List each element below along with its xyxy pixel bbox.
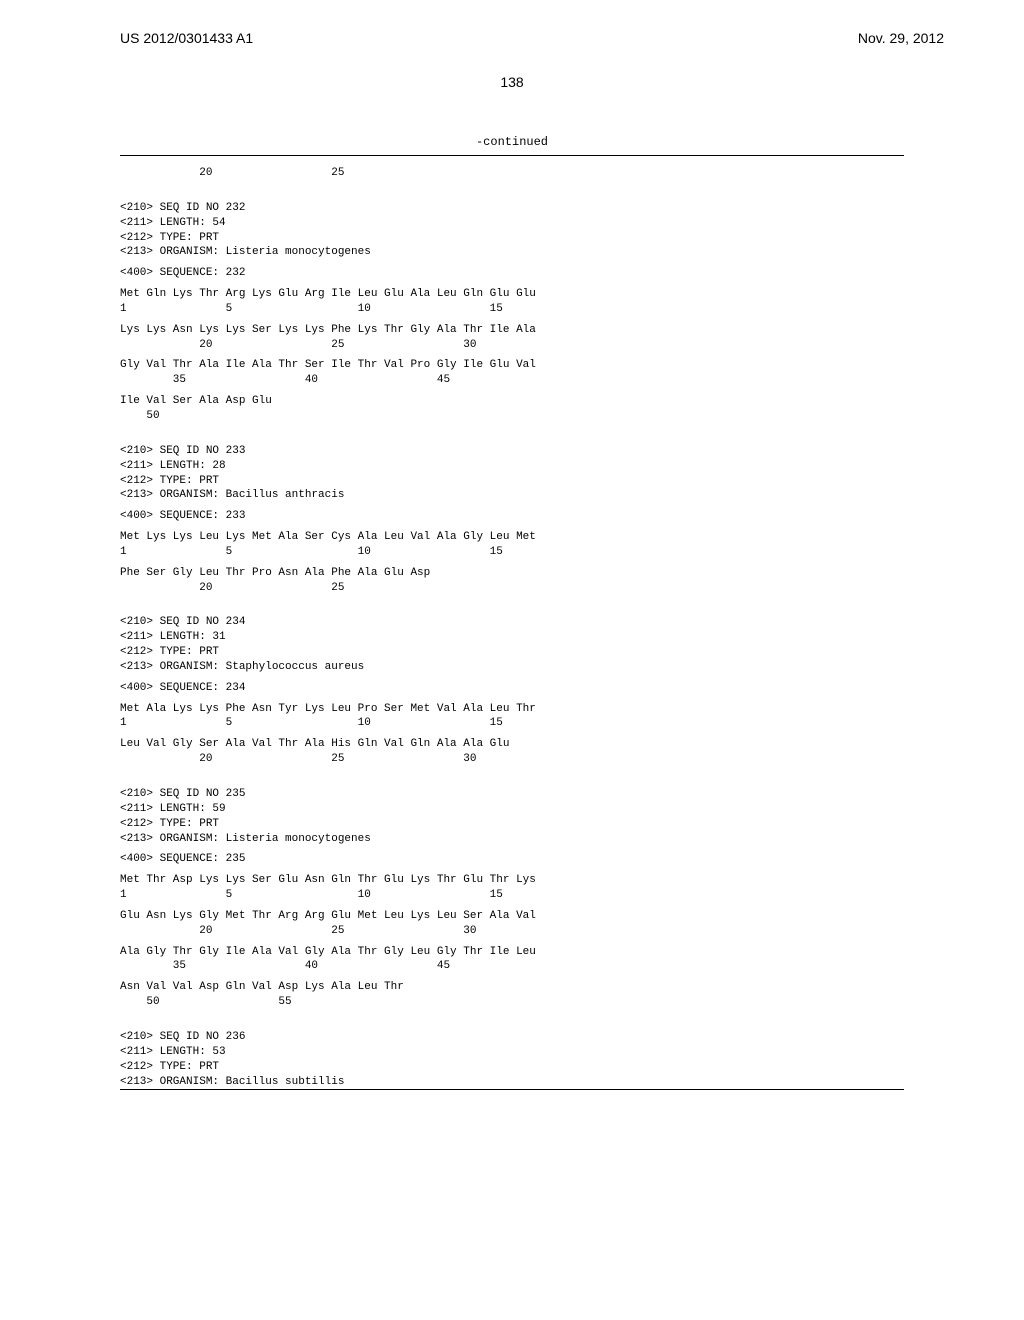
seq-line: 50 55 [120, 995, 904, 1010]
seq-line: <212> TYPE: PRT [120, 474, 904, 489]
seq-line: 20 25 30 [120, 924, 904, 939]
seq-block: Met Lys Lys Leu Lys Met Ala Ser Cys Ala … [120, 530, 904, 560]
seq-line: Asn Val Val Asp Gln Val Asp Lys Ala Leu … [120, 980, 904, 995]
divider-bottom [120, 1089, 904, 1090]
seq-line: <213> ORGANISM: Bacillus subtillis [120, 1075, 904, 1090]
page-header: US 2012/0301433 A1 Nov. 29, 2012 [0, 0, 1024, 56]
seq-line: <212> TYPE: PRT [120, 1060, 904, 1075]
seq-line: 50 [120, 409, 904, 424]
patent-number: US 2012/0301433 A1 [120, 30, 253, 46]
seq-block: Ala Gly Thr Gly Ile Ala Val Gly Ala Thr … [120, 945, 904, 975]
continued-label: -continued [0, 135, 1024, 149]
seq-block: <210> SEQ ID NO 236<211> LENGTH: 53<212>… [120, 1030, 904, 1089]
seq-line: Gly Val Thr Ala Ile Ala Thr Ser Ile Thr … [120, 358, 904, 373]
seq-line: 20 25 30 [120, 338, 904, 353]
seq-line: <211> LENGTH: 28 [120, 459, 904, 474]
seq-block: <210> SEQ ID NO 234<211> LENGTH: 31<212>… [120, 615, 904, 674]
seq-line: 35 40 45 [120, 373, 904, 388]
seq-block: Met Ala Lys Lys Phe Asn Tyr Lys Leu Pro … [120, 702, 904, 732]
seq-line: Ile Val Ser Ala Asp Glu [120, 394, 904, 409]
seq-line: <213> ORGANISM: Staphylococcus aureus [120, 660, 904, 675]
seq-line: Leu Val Gly Ser Ala Val Thr Ala His Gln … [120, 737, 904, 752]
seq-block: Phe Ser Gly Leu Thr Pro Asn Ala Phe Ala … [120, 566, 904, 596]
seq-line: Met Lys Lys Leu Lys Met Ala Ser Cys Ala … [120, 530, 904, 545]
seq-line: Met Gln Lys Thr Arg Lys Glu Arg Ile Leu … [120, 287, 904, 302]
seq-line: <210> SEQ ID NO 236 [120, 1030, 904, 1045]
seq-line: <213> ORGANISM: Bacillus anthracis [120, 488, 904, 503]
seq-block: <210> SEQ ID NO 233<211> LENGTH: 28<212>… [120, 444, 904, 503]
seq-line: <400> SEQUENCE: 235 [120, 852, 904, 867]
seq-block: <210> SEQ ID NO 232<211> LENGTH: 54<212>… [120, 201, 904, 260]
seq-block: 20 25 [120, 166, 904, 181]
seq-line: <212> TYPE: PRT [120, 231, 904, 246]
seq-block: Leu Val Gly Ser Ala Val Thr Ala His Gln … [120, 737, 904, 767]
seq-line: Glu Asn Lys Gly Met Thr Arg Arg Glu Met … [120, 909, 904, 924]
seq-block: Met Thr Asp Lys Lys Ser Glu Asn Gln Thr … [120, 873, 904, 903]
seq-line: 20 25 [120, 166, 904, 181]
seq-line: 1 5 10 15 [120, 545, 904, 560]
seq-line: <213> ORGANISM: Listeria monocytogenes [120, 245, 904, 260]
seq-line: <400> SEQUENCE: 233 [120, 509, 904, 524]
seq-line: Met Thr Asp Lys Lys Ser Glu Asn Gln Thr … [120, 873, 904, 888]
seq-line: Ala Gly Thr Gly Ile Ala Val Gly Ala Thr … [120, 945, 904, 960]
seq-line: 20 25 30 [120, 752, 904, 767]
seq-line: 1 5 10 15 [120, 302, 904, 317]
seq-block: <400> SEQUENCE: 234 [120, 681, 904, 696]
seq-block: <400> SEQUENCE: 235 [120, 852, 904, 867]
page-number: 138 [0, 74, 1024, 90]
seq-line: <211> LENGTH: 53 [120, 1045, 904, 1060]
seq-line: <210> SEQ ID NO 234 [120, 615, 904, 630]
patent-date: Nov. 29, 2012 [858, 30, 944, 46]
sequence-content: 20 25 <210> SEQ ID NO 232<211> LENGTH: 54… [0, 156, 1024, 1089]
seq-line: <210> SEQ ID NO 232 [120, 201, 904, 216]
seq-block: <210> SEQ ID NO 235<211> LENGTH: 59<212>… [120, 787, 904, 846]
seq-line: 20 25 [120, 581, 904, 596]
seq-block: Met Gln Lys Thr Arg Lys Glu Arg Ile Leu … [120, 287, 904, 317]
seq-line: <400> SEQUENCE: 234 [120, 681, 904, 696]
seq-line: Lys Lys Asn Lys Lys Ser Lys Lys Phe Lys … [120, 323, 904, 338]
seq-block: Glu Asn Lys Gly Met Thr Arg Arg Glu Met … [120, 909, 904, 939]
seq-block: Gly Val Thr Ala Ile Ala Thr Ser Ile Thr … [120, 358, 904, 388]
seq-line: <212> TYPE: PRT [120, 645, 904, 660]
seq-line: <211> LENGTH: 59 [120, 802, 904, 817]
seq-line: <210> SEQ ID NO 235 [120, 787, 904, 802]
seq-line: <400> SEQUENCE: 232 [120, 266, 904, 281]
seq-line: <212> TYPE: PRT [120, 817, 904, 832]
seq-line: 35 40 45 [120, 959, 904, 974]
seq-line: <213> ORGANISM: Listeria monocytogenes [120, 832, 904, 847]
seq-block: <400> SEQUENCE: 232 [120, 266, 904, 281]
seq-block: Asn Val Val Asp Gln Val Asp Lys Ala Leu … [120, 980, 904, 1010]
seq-line: 1 5 10 15 [120, 716, 904, 731]
seq-line: Met Ala Lys Lys Phe Asn Tyr Lys Leu Pro … [120, 702, 904, 717]
seq-line: Phe Ser Gly Leu Thr Pro Asn Ala Phe Ala … [120, 566, 904, 581]
seq-line: <211> LENGTH: 54 [120, 216, 904, 231]
seq-block: Ile Val Ser Ala Asp Glu 50 [120, 394, 904, 424]
seq-block: <400> SEQUENCE: 233 [120, 509, 904, 524]
seq-line: 1 5 10 15 [120, 888, 904, 903]
seq-line: <211> LENGTH: 31 [120, 630, 904, 645]
seq-block: Lys Lys Asn Lys Lys Ser Lys Lys Phe Lys … [120, 323, 904, 353]
seq-line: <210> SEQ ID NO 233 [120, 444, 904, 459]
